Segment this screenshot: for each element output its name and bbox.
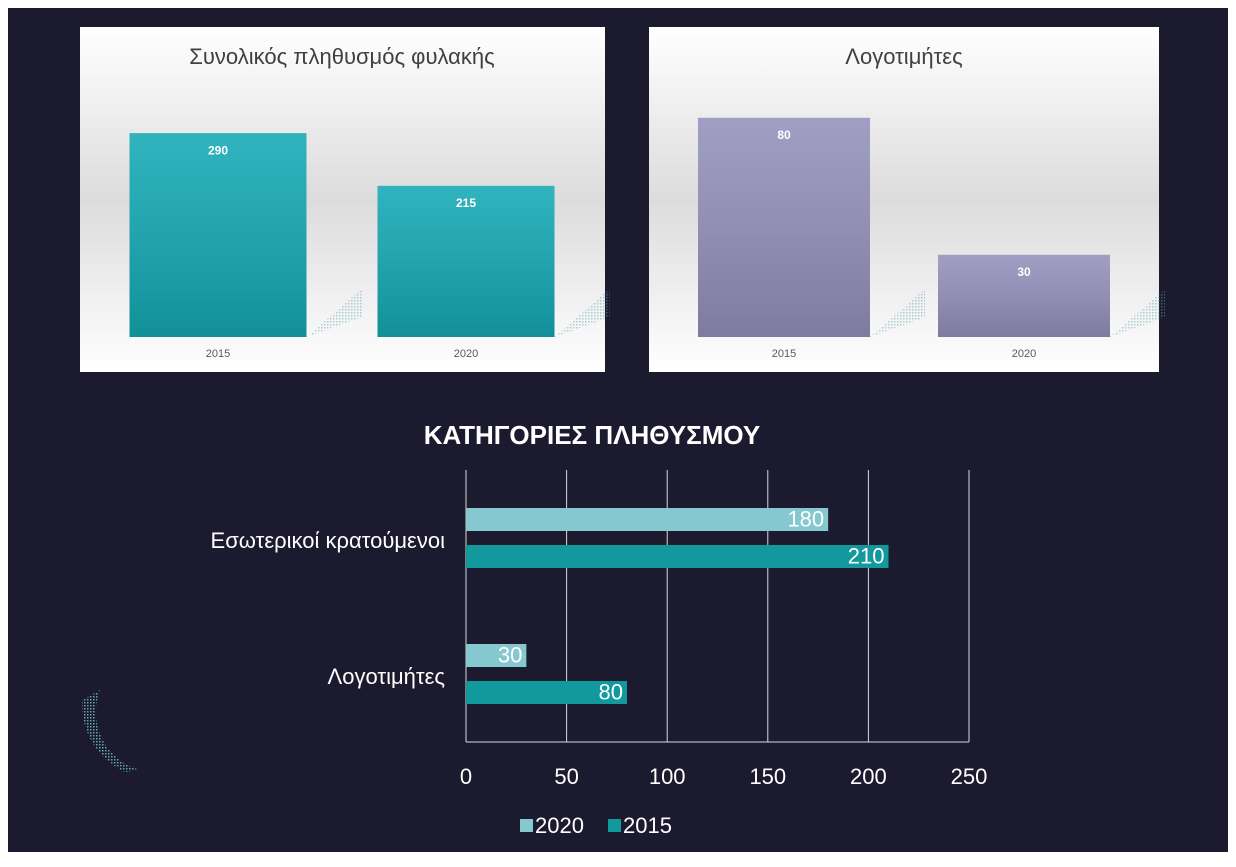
- bar-shadow: [1110, 289, 1165, 337]
- x-tick-label: 2015: [206, 348, 230, 360]
- data-label: 210: [848, 543, 885, 568]
- y-tick-label: Λογοτιμήτες: [328, 664, 445, 689]
- data-label: 30: [498, 642, 522, 667]
- y-tick-label: Εσωτερικοί κρατούμενοι: [211, 528, 446, 553]
- data-label: 80: [598, 679, 622, 704]
- data-label: 30: [1017, 265, 1031, 279]
- bar-shade: [377, 185, 555, 337]
- bar-shadow: [554, 289, 610, 337]
- decoration: [81, 690, 140, 772]
- x-tick-label: 0: [460, 764, 472, 789]
- x-tick-label: 50: [554, 764, 578, 789]
- data-label: 80: [777, 128, 791, 142]
- bar: [466, 681, 627, 704]
- bar-shade: [129, 133, 307, 337]
- x-tick-label: 2020: [454, 348, 478, 360]
- x-tick-label: 150: [749, 764, 786, 789]
- x-tick-label: 200: [850, 764, 887, 789]
- chart-title: Λογοτιμήτες: [845, 44, 962, 69]
- data-label: 215: [456, 196, 476, 210]
- bar-shade: [698, 117, 870, 337]
- x-tick-label: 2020: [1012, 348, 1036, 360]
- bar: [466, 644, 527, 667]
- legend-swatch: [520, 819, 533, 832]
- bar-shadow: [870, 289, 925, 337]
- legend-label: 2015: [623, 813, 672, 838]
- data-label: 290: [208, 143, 228, 157]
- chart-title: ΚΑΤΗΓΟΡΙΕΣ ΠΛΗΘΥΣΜΟΥ: [424, 420, 760, 450]
- x-tick-label: 2015: [772, 348, 796, 360]
- x-tick-label: 100: [649, 764, 686, 789]
- legend-swatch: [608, 819, 621, 832]
- bar-shadow: [306, 289, 362, 337]
- x-tick-label: 250: [951, 764, 988, 789]
- legend-label: 2020: [535, 813, 584, 838]
- bar-shade: [938, 254, 1110, 337]
- bar: [466, 545, 889, 568]
- bar: [466, 508, 829, 531]
- chart-title: Συνολικός πληθυσμός φυλακής: [189, 44, 494, 69]
- data-label: 180: [787, 506, 824, 531]
